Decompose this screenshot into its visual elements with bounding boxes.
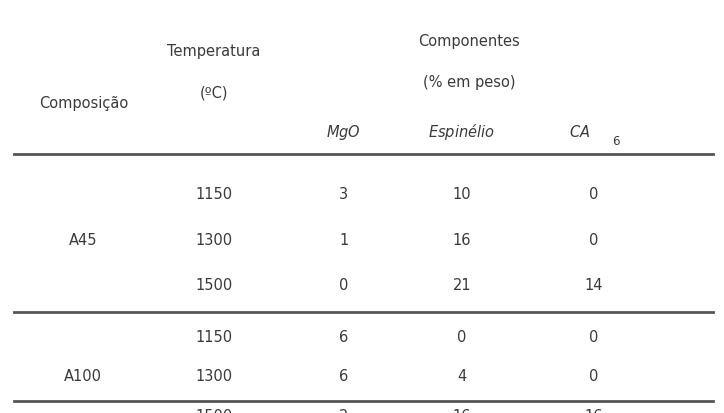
- Text: 16: 16: [584, 408, 603, 413]
- Text: 0: 0: [589, 368, 598, 383]
- Text: 0: 0: [589, 232, 598, 247]
- Text: (% em peso): (% em peso): [423, 75, 515, 90]
- Text: 1: 1: [340, 232, 348, 247]
- Text: $\mathit{6}$: $\mathit{6}$: [613, 135, 621, 148]
- Text: 1150: 1150: [195, 187, 232, 202]
- Text: 21: 21: [452, 278, 471, 292]
- Text: 3: 3: [340, 187, 348, 202]
- Text: 14: 14: [584, 278, 603, 292]
- Text: Componentes: Componentes: [418, 34, 520, 49]
- Text: 0: 0: [589, 329, 598, 344]
- Text: Temperatura: Temperatura: [167, 44, 260, 59]
- Text: 0: 0: [340, 278, 348, 292]
- Text: 1500: 1500: [195, 278, 232, 292]
- Text: 4: 4: [458, 368, 466, 383]
- Text: 16: 16: [452, 232, 471, 247]
- Text: 1300: 1300: [195, 232, 232, 247]
- Text: 6: 6: [340, 368, 348, 383]
- Text: $\mathit{MgO}$: $\mathit{MgO}$: [327, 123, 361, 142]
- Text: 1500: 1500: [195, 408, 232, 413]
- Text: A45: A45: [69, 232, 98, 247]
- Text: 6: 6: [340, 329, 348, 344]
- Text: (ºC): (ºC): [199, 85, 228, 100]
- Text: 16: 16: [452, 408, 471, 413]
- Text: 0: 0: [589, 187, 598, 202]
- Text: 0: 0: [458, 329, 466, 344]
- Text: 10: 10: [452, 187, 471, 202]
- Text: 1150: 1150: [195, 329, 232, 344]
- Text: 2: 2: [340, 408, 348, 413]
- Text: $\mathit{Espinélio}$: $\mathit{Espinélio}$: [429, 122, 495, 142]
- Text: Composição: Composição: [38, 96, 128, 111]
- Text: 1300: 1300: [195, 368, 232, 383]
- Text: A100: A100: [64, 368, 102, 383]
- Text: $\mathit{CA}$: $\mathit{CA}$: [568, 124, 590, 140]
